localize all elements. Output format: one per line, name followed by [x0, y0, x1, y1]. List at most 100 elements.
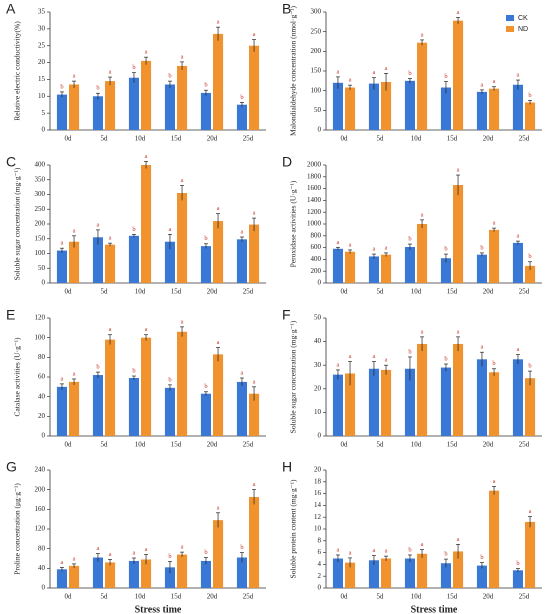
x-tick-label: 25d	[243, 593, 254, 601]
x-tick-label: 5d	[377, 441, 385, 449]
y-axis-label: Relative electric conductivity(%)	[13, 21, 22, 121]
significance-letter: a	[217, 339, 220, 346]
significance-letter: a	[133, 549, 136, 556]
panel-label: A	[6, 1, 16, 17]
bar	[128, 77, 139, 130]
significance-letter: a	[217, 19, 220, 26]
x-tick-label: 10d	[411, 593, 422, 601]
x-tick-label: 10d	[135, 135, 146, 143]
x-tick-label: 20d	[483, 288, 494, 296]
y-tick-label: 300	[311, 8, 322, 16]
y-tick-label: 40	[314, 337, 322, 345]
bar	[368, 368, 379, 436]
significance-letter: a	[217, 205, 220, 212]
significance-letter: a	[349, 77, 352, 84]
bar	[453, 343, 464, 436]
y-tick-label: 150	[311, 67, 322, 75]
bar	[213, 354, 224, 436]
significance-letter: a	[145, 546, 148, 553]
x-tick-label: 0d	[341, 441, 349, 449]
bar	[105, 244, 116, 283]
y-tick-label: 16	[314, 489, 322, 497]
x-tick-label: 15d	[447, 288, 458, 296]
significance-letter: a	[61, 559, 64, 566]
significance-letter: b	[132, 368, 135, 375]
bar	[345, 373, 356, 436]
y-tick-label: 40	[38, 392, 46, 400]
bar	[128, 235, 139, 283]
significance-letter: a	[61, 375, 64, 382]
x-tick-label: 20d	[483, 135, 494, 143]
significance-letter: b	[408, 546, 411, 553]
significance-letter: a	[493, 220, 496, 227]
bar	[92, 557, 103, 588]
significance-letter: b	[240, 94, 243, 101]
significance-letter: a	[109, 235, 112, 242]
significance-letter: a	[109, 551, 112, 558]
x-tick-label: 0d	[65, 288, 73, 296]
bar	[177, 331, 188, 436]
y-tick-label: 20	[314, 466, 322, 474]
x-tick-label: 20d	[483, 441, 494, 449]
y-tick-label: 6	[318, 548, 322, 556]
bar	[489, 372, 500, 436]
significance-letter: b	[516, 560, 519, 567]
x-tick-label: 25d	[243, 288, 254, 296]
significance-letter: a	[217, 504, 220, 511]
significance-letter: a	[529, 508, 532, 515]
bar	[213, 520, 224, 588]
y-axis-label: Soluble sugar concentration (mg·g⁻¹)	[13, 167, 22, 280]
bar	[141, 337, 152, 436]
y-tick-label: 20	[314, 384, 322, 392]
bar	[177, 193, 188, 283]
x-tick-label: 10d	[135, 593, 146, 601]
y-tick-label: 50	[38, 264, 46, 272]
y-tick-label: 0	[318, 279, 322, 287]
y-tick-label: 25	[38, 41, 46, 49]
significance-letter: b	[480, 244, 483, 251]
y-tick-label: 200	[35, 485, 46, 493]
bar	[512, 242, 523, 283]
panel-label: E	[6, 307, 15, 323]
bar	[381, 82, 392, 130]
y-tick-label: 10	[314, 525, 322, 533]
panel-label: D	[282, 154, 292, 170]
bar	[69, 84, 80, 130]
x-axis-label: Stress time	[135, 604, 182, 614]
significance-letter: b	[528, 92, 531, 99]
bar	[92, 375, 103, 436]
significance-letter: a	[337, 239, 340, 246]
x-tick-label: 25d	[519, 441, 530, 449]
significance-letter: a	[145, 49, 148, 56]
bar	[128, 377, 139, 436]
significance-letter: a	[493, 78, 496, 85]
significance-letter: b	[240, 544, 243, 551]
y-axis-label: Proline concentration (μg·g⁻¹)	[13, 483, 22, 575]
significance-letter: a	[337, 68, 340, 75]
x-tick-label: 20d	[207, 593, 218, 601]
y-tick-label: 200	[311, 47, 322, 55]
significance-letter: a	[109, 326, 112, 333]
significance-letter: a	[109, 69, 112, 76]
y-tick-label: 8	[318, 536, 322, 544]
significance-letter: b	[528, 253, 531, 260]
y-tick-label: 50	[314, 314, 322, 322]
y-tick-label: 30	[314, 361, 322, 369]
x-tick-label: 15d	[171, 593, 182, 601]
significance-letter: a	[373, 353, 376, 360]
bar	[525, 378, 536, 436]
bar	[164, 387, 175, 436]
y-tick-label: 1600	[307, 184, 322, 192]
x-tick-label: 15d	[447, 135, 458, 143]
significance-letter: a	[517, 72, 520, 79]
y-tick-label: 10	[38, 92, 46, 100]
y-tick-label: 18	[314, 477, 322, 485]
bar	[404, 80, 415, 130]
significance-letter: a	[337, 546, 340, 553]
y-tick-label: 0	[318, 432, 322, 440]
bar	[200, 246, 211, 283]
bar	[141, 165, 152, 283]
significance-letter: a	[373, 547, 376, 554]
significance-letter: b	[480, 554, 483, 561]
